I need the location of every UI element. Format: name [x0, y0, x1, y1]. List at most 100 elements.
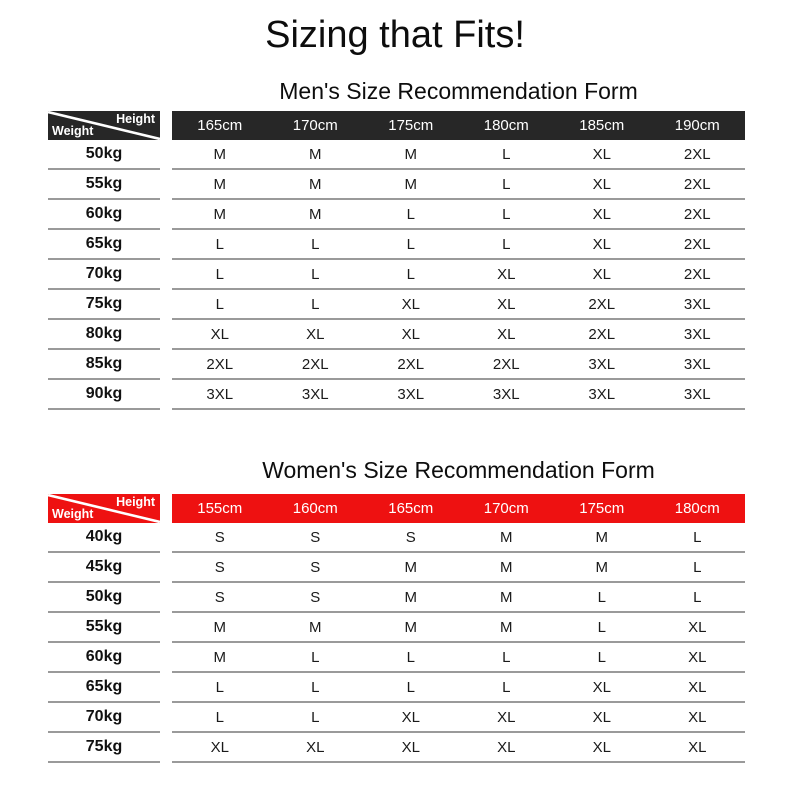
size-cells: L L XL XL XL XL: [172, 703, 745, 733]
height-column-header: 170cm: [483, 500, 529, 517]
size-cell: M: [404, 558, 418, 576]
size-cell: 3XL: [683, 295, 711, 313]
size-cell: M: [309, 205, 322, 223]
column-gap: [160, 260, 172, 290]
size-cell: XL: [592, 708, 611, 726]
size-cells: L L L L XL 2XL: [172, 230, 745, 260]
table-corner-cell: Height Weight: [48, 111, 160, 140]
size-cell: 3XL: [206, 385, 234, 403]
size-cells: L L L XL XL 2XL: [172, 260, 745, 290]
size-cell: M: [500, 528, 513, 546]
height-column-header: 165cm: [388, 500, 434, 517]
size-cell: L: [597, 648, 606, 666]
size-cell: XL: [401, 295, 420, 313]
size-cell: XL: [210, 738, 229, 756]
column-gap: [160, 320, 172, 350]
size-cells: L L XL XL 2XL 3XL: [172, 290, 745, 320]
size-cell: M: [213, 175, 227, 193]
size-cell: L: [311, 235, 320, 253]
size-cell: XL: [497, 708, 516, 726]
weight-row-label: 90kg: [48, 380, 160, 410]
size-cell: XL: [592, 145, 611, 163]
size-cell: 2XL: [492, 355, 520, 373]
size-cell: 2XL: [397, 355, 425, 373]
size-cell: 2XL: [301, 355, 329, 373]
column-gap: [160, 583, 172, 613]
table-corner-cell: Height Weight: [48, 494, 160, 523]
size-cell: 2XL: [683, 205, 711, 223]
size-cell: 3XL: [588, 385, 616, 403]
table-row: 60kg M L L L L XL: [48, 643, 745, 673]
size-cell: XL: [688, 678, 707, 696]
height-column-header: 170cm: [292, 117, 338, 134]
size-cell: L: [311, 678, 320, 696]
size-cell: XL: [688, 648, 707, 666]
column-gap: [160, 643, 172, 673]
size-cell: 3XL: [492, 385, 520, 403]
size-cells: M M M L XL 2XL: [172, 170, 745, 200]
womens-table-heading: Women's Size Recommendation Form: [262, 457, 655, 483]
corner-diagonal-line: [48, 111, 160, 140]
corner-height-label: Height: [116, 112, 155, 126]
table-header-row: Height Weight 165cm 170cm 175cm 180cm 185cm 190…: [48, 111, 745, 140]
weight-row-label: 65kg: [48, 673, 160, 703]
column-gap: [160, 111, 172, 140]
table-row: 85kg 2XL 2XL 2XL 2XL 3XL 3XL: [48, 350, 745, 380]
table-row: 70kg L L L XL XL 2XL: [48, 260, 745, 290]
height-column-header: 155cm: [197, 500, 243, 517]
page-title: Sizing that Fits!: [265, 14, 525, 56]
size-cells: L L L L XL XL: [172, 673, 745, 703]
size-cell: 2XL: [588, 295, 616, 313]
size-cell: L: [693, 588, 702, 606]
weight-row-label: 60kg: [48, 200, 160, 230]
size-cell: 2XL: [206, 355, 234, 373]
mens-table-heading: Men's Size Recommendation Form: [279, 78, 638, 104]
size-cells: XL XL XL XL XL XL: [172, 733, 745, 763]
size-cell: L: [502, 205, 511, 223]
size-cell: M: [500, 618, 513, 636]
size-cell: M: [500, 588, 513, 606]
weight-row-label: 45kg: [48, 553, 160, 583]
size-cell: M: [309, 145, 322, 163]
size-cell: L: [693, 528, 702, 546]
weight-row-label: 80kg: [48, 320, 160, 350]
corner-diagonal-line: [48, 494, 160, 523]
table-row: 50kg S S M M L L: [48, 583, 745, 613]
weight-row-label: 60kg: [48, 643, 160, 673]
size-cell: L: [406, 235, 415, 253]
size-cell: L: [406, 648, 415, 666]
size-cell: S: [214, 588, 225, 606]
table-row: 65kg L L L L XL XL: [48, 673, 745, 703]
table-row: 60kg M M L L XL 2XL: [48, 200, 745, 230]
height-column-header: 180cm: [674, 500, 720, 517]
size-cell: M: [595, 558, 609, 576]
size-cell: L: [502, 678, 511, 696]
size-cell: XL: [592, 235, 611, 253]
height-column-header: 175cm: [579, 500, 625, 517]
size-cell: M: [213, 205, 227, 223]
size-cell: S: [214, 558, 225, 576]
size-cell: L: [311, 708, 320, 726]
table-row: 55kg M M M M L XL: [48, 613, 745, 643]
size-cell: M: [500, 558, 513, 576]
column-gap: [160, 613, 172, 643]
mens-size-table: Height Weight 165cm 170cm 175cm 180cm 185cm 190…: [48, 111, 745, 410]
weight-row-label: 55kg: [48, 613, 160, 643]
size-cell: M: [213, 648, 227, 666]
size-cell: XL: [688, 738, 707, 756]
size-cell: 3XL: [301, 385, 329, 403]
size-cell: 2XL: [683, 235, 711, 253]
table-header-row: Height Weight 155cm 160cm 165cm 170cm 175cm 180…: [48, 494, 745, 523]
size-cell: M: [309, 618, 322, 636]
size-cell: M: [404, 175, 418, 193]
size-cell: XL: [688, 618, 707, 636]
size-cell: L: [215, 708, 224, 726]
womens-size-table: Height Weight 155cm 160cm 165cm 170cm 175cm 180…: [48, 494, 745, 763]
column-gap: [160, 350, 172, 380]
weight-row-label: 50kg: [48, 583, 160, 613]
size-cell: L: [406, 205, 415, 223]
size-cell: XL: [592, 175, 611, 193]
size-cell: S: [310, 588, 321, 606]
